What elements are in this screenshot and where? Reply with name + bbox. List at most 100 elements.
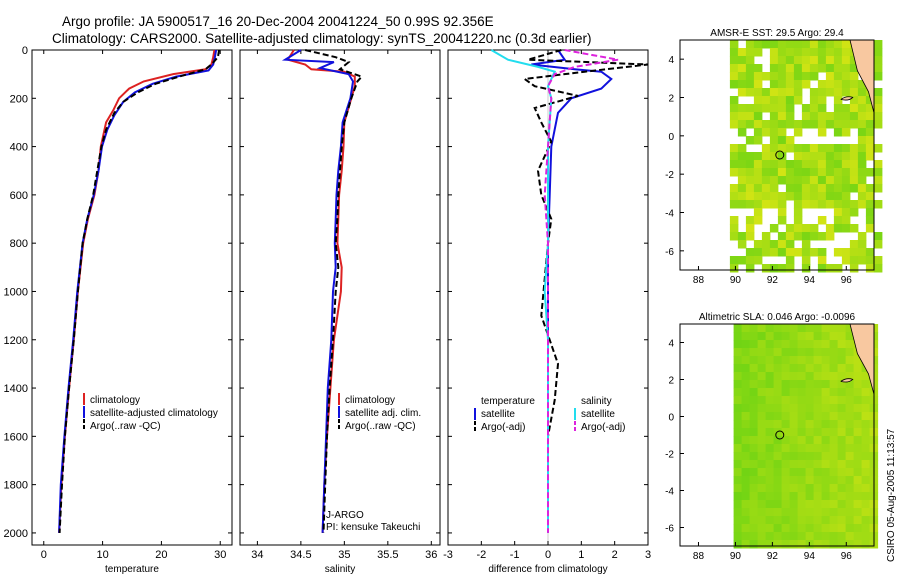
map-cell — [825, 152, 835, 161]
map-cell — [733, 436, 743, 445]
map-cell — [793, 96, 803, 105]
map-cell — [789, 476, 799, 485]
map-cell — [829, 372, 839, 381]
map-cell — [785, 56, 795, 65]
map-cell — [853, 532, 863, 541]
map-cell — [857, 104, 867, 113]
map-cell — [761, 120, 771, 129]
map-cell — [845, 420, 855, 429]
map-cell — [857, 176, 867, 185]
map-cell — [825, 88, 835, 97]
map-cell — [813, 508, 823, 517]
legend-label-sal-satellite: satellite — [581, 409, 615, 420]
map-cell — [789, 460, 799, 469]
map-cell — [861, 412, 871, 421]
map-cell — [781, 436, 791, 445]
y-tick-label: 1000 — [4, 286, 28, 298]
map-cell — [777, 216, 787, 225]
map-cell — [829, 468, 839, 477]
map-cell — [809, 96, 819, 105]
map-cell — [841, 56, 851, 65]
map-cell — [837, 452, 847, 461]
map-cell — [821, 388, 831, 397]
map-cell — [857, 200, 867, 209]
map-cell — [765, 476, 775, 485]
map-cell — [765, 380, 775, 389]
map-cell — [789, 356, 799, 365]
map-cell — [793, 232, 803, 241]
map-cell — [785, 48, 795, 57]
map-cell — [757, 452, 767, 461]
map-cell — [733, 364, 743, 373]
map-cell — [813, 340, 823, 349]
map-x-tick-label: 90 — [730, 275, 742, 286]
map-cell — [797, 508, 807, 517]
map-cell — [729, 80, 739, 89]
map-cell — [849, 208, 859, 217]
x-tick-label: 2 — [612, 549, 618, 561]
map-cell — [813, 404, 823, 413]
x-tick-label: -3 — [443, 549, 453, 561]
map-cell — [849, 184, 859, 193]
map-cell — [797, 412, 807, 421]
map-cell — [797, 348, 807, 357]
map-cell — [845, 540, 855, 549]
map-cell — [845, 436, 855, 445]
map-cell — [805, 356, 815, 365]
map-cell — [833, 184, 843, 193]
map-cell — [829, 388, 839, 397]
map-cell — [813, 324, 823, 333]
map-cell — [753, 200, 763, 209]
map-cell — [861, 444, 871, 453]
map-cell — [733, 540, 743, 549]
map-cell — [853, 476, 863, 485]
map-cell — [789, 540, 799, 549]
map-cell — [861, 452, 871, 461]
map-cell — [765, 324, 775, 333]
map-cell — [841, 216, 851, 225]
map-cell — [741, 364, 751, 373]
map-cell — [861, 484, 871, 493]
map-cell — [861, 476, 871, 485]
map-cell — [749, 428, 759, 437]
map-cell — [753, 128, 763, 137]
map-cell — [873, 88, 883, 97]
map-cell — [793, 248, 803, 257]
map-cell — [833, 248, 843, 257]
map-cell — [853, 404, 863, 413]
map-cell — [809, 144, 819, 153]
map-cell — [809, 104, 819, 113]
map-cell — [781, 380, 791, 389]
map-cell — [829, 404, 839, 413]
map-cell — [765, 484, 775, 493]
map-y-tick-label: -2 — [665, 450, 674, 461]
map-cell — [797, 484, 807, 493]
map-cell — [833, 104, 843, 113]
map-cell — [801, 80, 811, 89]
island — [840, 96, 854, 101]
map-cell — [745, 152, 755, 161]
map-cell — [873, 256, 883, 265]
jargo-annotation: J-ARGO — [326, 510, 364, 521]
map-cell — [821, 492, 831, 501]
map-cell — [829, 484, 839, 493]
map-cell — [849, 72, 859, 81]
map-y-tick-label: 4 — [668, 339, 674, 350]
legend-header-salinity: salinity — [581, 396, 612, 407]
map-cell — [757, 492, 767, 501]
x-tick-label: 10 — [96, 549, 108, 561]
map-cell — [773, 372, 783, 381]
map-cell — [749, 460, 759, 469]
map-y-tick-label: -2 — [665, 170, 674, 181]
map-cell — [781, 484, 791, 493]
map-cell — [829, 380, 839, 389]
map-cell — [841, 160, 851, 169]
map-cell — [837, 476, 847, 485]
map-cell — [785, 160, 795, 169]
y-tick-label: 1200 — [4, 335, 28, 347]
map-cell — [757, 340, 767, 349]
map-cell — [829, 540, 839, 549]
map-cell — [781, 372, 791, 381]
map-cell — [873, 264, 883, 273]
map-cell — [845, 524, 855, 533]
